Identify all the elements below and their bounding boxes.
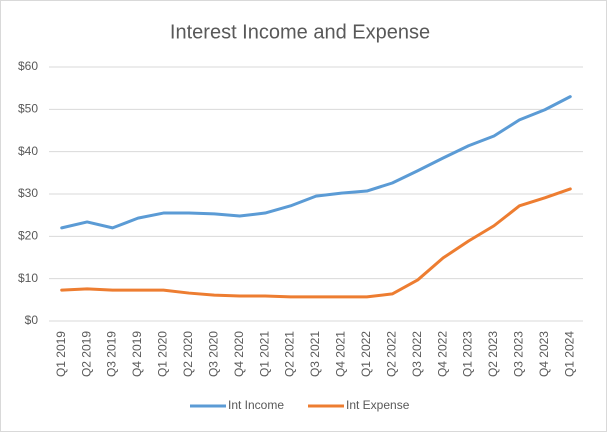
x-tick-label: Q3 2023 (512, 331, 526, 377)
y-tick-label: $30 (18, 186, 38, 200)
x-tick-label: Q1 2020 (156, 331, 170, 377)
x-tick-label: Q1 2021 (257, 331, 271, 377)
x-tick-label: Q4 2019 (130, 331, 144, 377)
y-tick-label: $50 (18, 102, 38, 116)
series-line (60, 95, 572, 230)
series-line (60, 187, 572, 299)
chart-title: Interest Income and Expense (170, 21, 430, 43)
x-tick-label: Q4 2020 (232, 331, 246, 377)
x-tick-label: Q4 2022 (435, 331, 449, 377)
x-tick-label: Q1 2022 (359, 331, 373, 377)
y-tick-label: $60 (18, 59, 38, 73)
legend-label: Int Expense (346, 398, 410, 412)
y-tick-label: $40 (18, 144, 38, 158)
legend: Int Income Int Expense (190, 398, 410, 412)
x-tick-label: Q2 2021 (283, 331, 297, 377)
x-tick-label: Q4 2023 (537, 331, 551, 377)
x-tick-label: Q1 2024 (562, 331, 576, 377)
x-tick-label: Q3 2022 (410, 331, 424, 377)
x-tick-label: Q3 2021 (308, 331, 322, 377)
y-tick-label: $20 (18, 229, 38, 243)
x-tick-label: Q4 2021 (334, 331, 348, 377)
legend-label: Int Income (228, 398, 284, 412)
x-tick-label: Q3 2019 (105, 331, 119, 377)
x-tick-label: Q3 2020 (206, 331, 220, 377)
x-tick-label: Q2 2023 (486, 331, 500, 377)
x-tick-label: Q2 2019 (79, 331, 93, 377)
x-tick-label: Q2 2020 (181, 331, 195, 377)
x-tick-label: Q1 2023 (461, 331, 475, 377)
x-tick-label: Q2 2022 (384, 331, 398, 377)
y-tick-label: $0 (25, 313, 39, 327)
y-tick-label: $10 (18, 271, 38, 285)
x-tick-label: Q1 2019 (54, 331, 68, 377)
